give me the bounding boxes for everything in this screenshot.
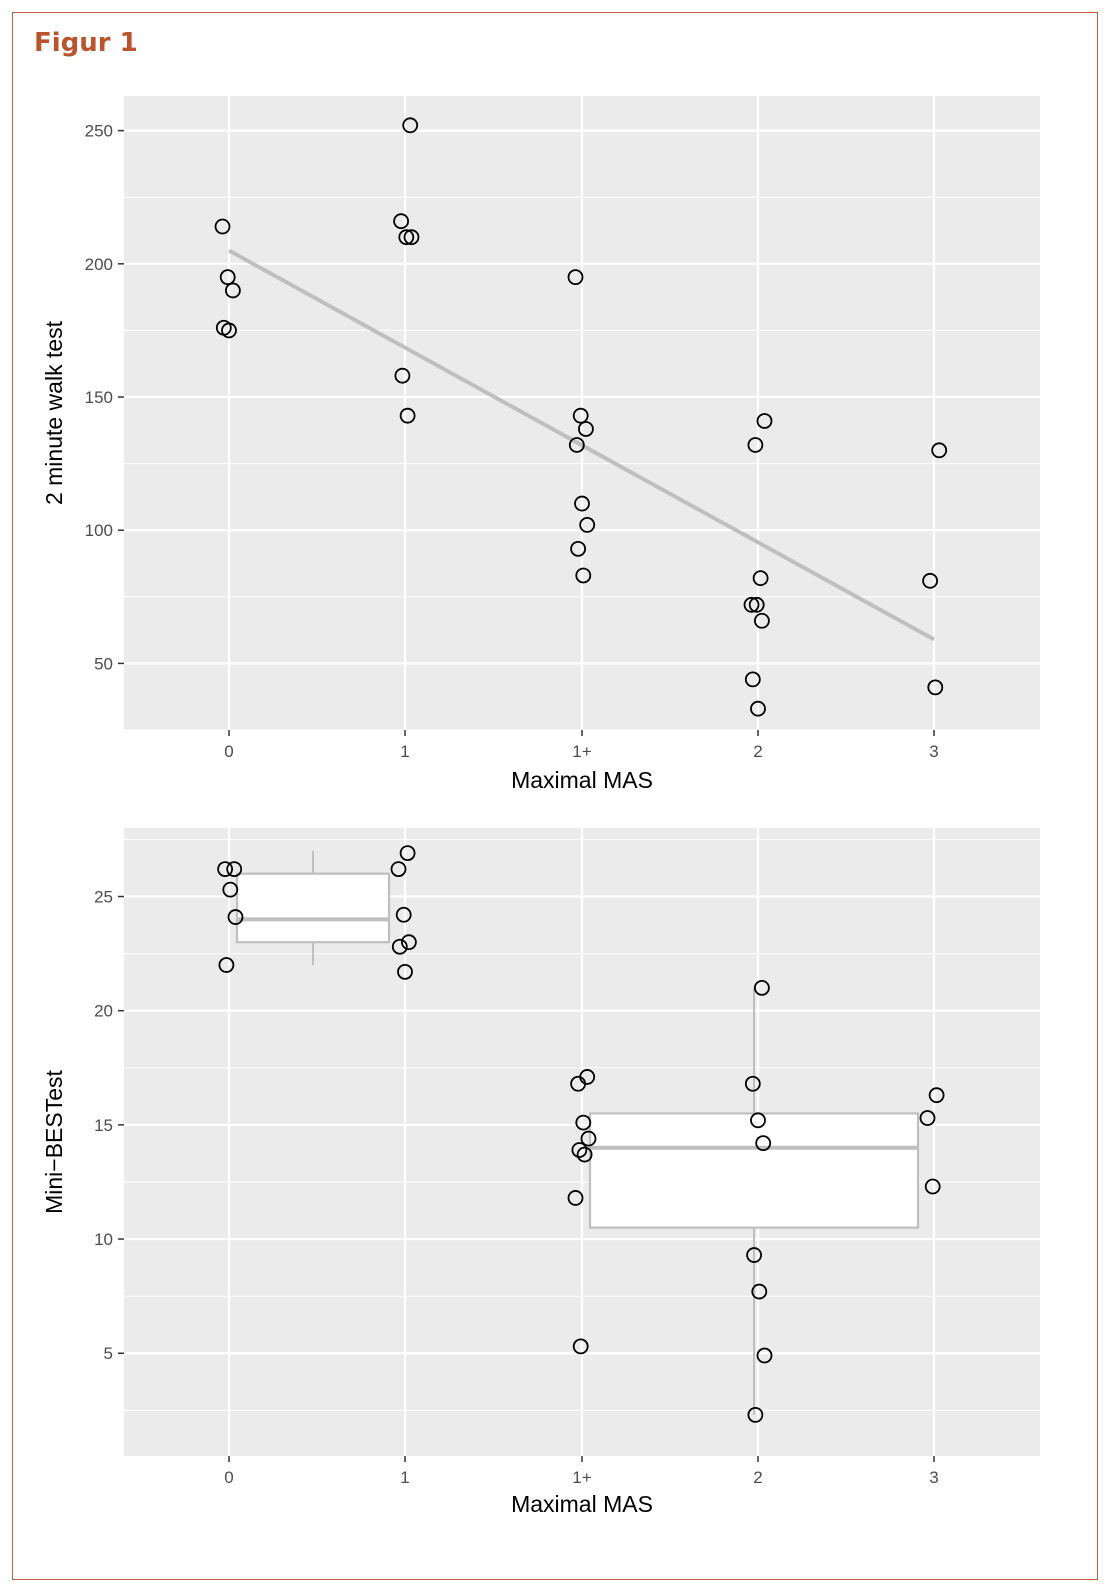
data-point <box>746 1247 762 1263</box>
y-tick-label: 50 <box>94 654 113 673</box>
box-body <box>235 872 391 944</box>
data-point <box>743 596 760 613</box>
data-point <box>570 540 586 557</box>
data-point <box>567 269 584 286</box>
figure-title: Figur 1 <box>34 28 138 58</box>
data-point <box>575 1114 592 1131</box>
data-point <box>567 1190 584 1206</box>
y-tick-label: 200 <box>85 255 113 274</box>
data-point <box>748 596 765 613</box>
data-point <box>397 963 413 980</box>
data-point <box>214 218 231 235</box>
data-point <box>570 1075 586 1092</box>
data-point <box>574 495 590 512</box>
y-tick-label: 10 <box>94 1230 113 1249</box>
data-point <box>400 934 417 951</box>
y-tick-label: 20 <box>94 1002 113 1021</box>
data-point <box>393 213 410 230</box>
x-tick-label: 1+ <box>572 1468 591 1487</box>
y-tick-label: 250 <box>85 122 113 141</box>
data-point <box>576 1146 593 1163</box>
x-axis-label: Maximal MAS <box>511 767 653 793</box>
data-point <box>219 269 236 286</box>
data-point <box>756 1347 773 1364</box>
data-point <box>227 909 244 925</box>
data-point <box>572 1338 589 1355</box>
x-tick-label: 1 <box>400 1468 409 1487</box>
data-point <box>402 117 419 134</box>
data-point <box>747 437 764 453</box>
x-tick-label: 1 <box>400 742 409 761</box>
data-point <box>755 1135 772 1152</box>
data-point <box>572 407 589 424</box>
y-axis-label: Mini−BESTest <box>41 1069 67 1213</box>
data-point <box>399 407 416 424</box>
data-point <box>390 861 407 878</box>
y-tick-label: 25 <box>94 888 113 907</box>
data-point <box>398 229 415 246</box>
x-tick-label: 3 <box>929 742 938 761</box>
data-point <box>754 979 770 996</box>
data-point <box>747 1406 764 1423</box>
data-point <box>391 938 408 955</box>
data-point <box>575 567 592 584</box>
data-point <box>568 437 585 453</box>
x-tick-label: 2 <box>753 1468 762 1487</box>
x-tick-label: 2 <box>753 742 762 761</box>
data-point <box>924 1178 941 1195</box>
trend-line <box>228 248 935 642</box>
y-tick-label: 100 <box>85 521 113 540</box>
data-point <box>928 1087 945 1104</box>
data-point <box>750 1112 766 1129</box>
data-point <box>224 282 241 299</box>
data-point <box>922 572 938 589</box>
data-point <box>754 612 770 629</box>
data-point <box>394 367 411 384</box>
data-point <box>750 700 766 717</box>
data-point <box>744 671 761 688</box>
data-point <box>580 1130 597 1147</box>
data-point <box>919 1110 936 1126</box>
data-point <box>751 1283 768 1300</box>
x-tick-label: 0 <box>224 742 233 761</box>
data-point <box>217 861 234 878</box>
y-tick-label: 5 <box>104 1344 113 1363</box>
data-point <box>571 1142 588 1158</box>
data-point <box>756 413 773 429</box>
data-point <box>399 845 416 862</box>
data-point <box>579 516 596 533</box>
x-tick-label: 1+ <box>572 742 591 761</box>
box-body <box>588 1112 920 1229</box>
data-point <box>221 322 237 339</box>
y-axis-label: 2 minute walk test <box>41 320 67 505</box>
data-point <box>752 570 769 587</box>
y-tick-label: 150 <box>85 388 113 407</box>
data-point <box>395 906 412 923</box>
x-tick-label: 3 <box>929 1468 938 1487</box>
data-point <box>927 679 944 696</box>
y-tick-label: 15 <box>94 1116 113 1135</box>
data-point <box>226 861 243 878</box>
data-point <box>578 421 594 437</box>
data-point <box>222 881 239 898</box>
data-point <box>403 229 420 246</box>
data-point <box>218 957 235 973</box>
data-point <box>931 442 948 459</box>
x-axis-label: Maximal MAS <box>511 1491 653 1517</box>
x-tick-label: 0 <box>224 1468 233 1487</box>
data-point <box>744 1075 761 1092</box>
